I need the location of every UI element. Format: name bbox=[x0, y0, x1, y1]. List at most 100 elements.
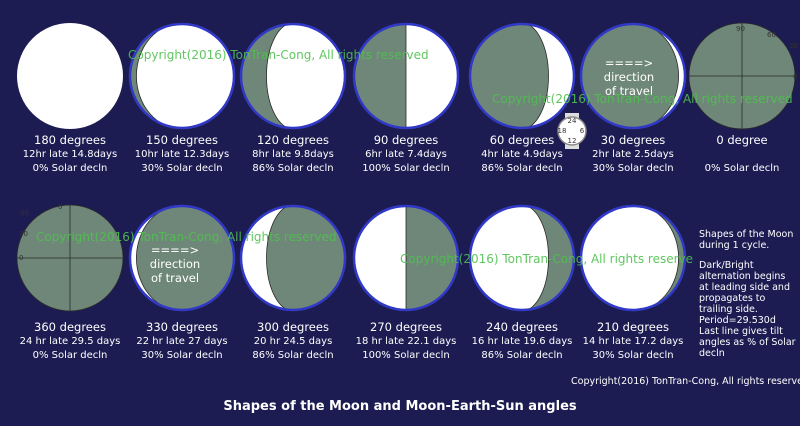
dial-label: 30 bbox=[789, 42, 798, 50]
phase-solar-decln: 30% Solar decln bbox=[141, 163, 223, 174]
phase-lateness: 10hr late 12.3days bbox=[134, 149, 230, 160]
dial-label: 0 bbox=[58, 203, 62, 211]
phase-degrees: 360 degrees bbox=[34, 320, 106, 334]
phase-solar-decln: 0% Solar decln bbox=[704, 163, 780, 174]
phase-degrees: 180 degrees bbox=[34, 133, 106, 147]
phase-degrees: 0 degree bbox=[716, 133, 768, 147]
page-title: Shapes of the Moon and Moon-Earth-Sun an… bbox=[223, 399, 577, 414]
phase-lateness: 4hr late 4.9days bbox=[481, 149, 563, 160]
side-note: Shapes of the Moon during 1 cycle. Dark/… bbox=[699, 229, 797, 359]
phase-lateness: 14 hr late 17.2 days bbox=[582, 336, 684, 347]
clock-label-6: 6 bbox=[580, 127, 585, 135]
phase-solar-decln: 30% Solar decln bbox=[592, 163, 674, 174]
dial-label: 90 bbox=[736, 25, 745, 33]
phase-lateness: 20 hr 24.5 days bbox=[253, 336, 333, 347]
phase-degrees: 60 degrees bbox=[489, 133, 555, 147]
moon-rim bbox=[579, 204, 687, 312]
moon-rim bbox=[468, 204, 576, 312]
phase-lateness: 12hr late 14.8days bbox=[22, 149, 118, 160]
moon-rim bbox=[128, 22, 236, 130]
phase-solar-decln: 86% Solar decln bbox=[481, 163, 563, 174]
side-note-title: Shapes of the Moon during 1 cycle. bbox=[699, 229, 794, 251]
clock-strap-bottom bbox=[565, 144, 579, 149]
moon-disk bbox=[580, 205, 686, 311]
phase-degrees: 120 degrees bbox=[257, 133, 329, 147]
watermark-3: Copyright(2016) TonTran-Cong, All rights… bbox=[36, 230, 337, 244]
moon-disk bbox=[129, 23, 235, 129]
phase-lateness: 24 hr late 29.5 days bbox=[19, 336, 121, 347]
phase-degrees: 240 degrees bbox=[486, 320, 558, 334]
dial-label: 00 bbox=[20, 209, 29, 217]
watermark-1: Copyright(2016) TonTran-Cong, All rights… bbox=[128, 48, 429, 62]
moon-disk bbox=[17, 23, 123, 129]
moon-rim bbox=[239, 204, 347, 312]
travel-line2: of travel bbox=[604, 84, 654, 98]
phase-lateness: 6hr late 7.4days bbox=[365, 149, 447, 160]
dial-label: 60 bbox=[767, 31, 776, 39]
phase-solar-decln: 86% Solar decln bbox=[252, 163, 334, 174]
phase-caption: 150 degrees 10hr late 12.3days 30% Solar d… bbox=[112, 133, 252, 176]
phase-solar-decln: 30% Solar decln bbox=[141, 350, 223, 361]
phase-degrees: 210 degrees bbox=[597, 320, 669, 334]
clock-label-24: 24 bbox=[568, 117, 577, 125]
moon-rim bbox=[128, 204, 236, 312]
phase-caption: 330 degrees 22 hr late 27 days 30% Solar d… bbox=[112, 320, 252, 363]
phase-lateness: 22 hr late 27 days bbox=[136, 336, 228, 347]
moon-rim bbox=[468, 22, 576, 130]
phase-lateness: 18 hr late 22.1 days bbox=[355, 336, 457, 347]
moon-rim bbox=[352, 204, 460, 312]
dial-label: 0 bbox=[793, 73, 797, 81]
phase-solar-decln: 86% Solar decln bbox=[481, 350, 563, 361]
phase-solar-decln: 30% Solar decln bbox=[592, 350, 674, 361]
travel-line1: direction bbox=[603, 70, 655, 84]
phase-solar-decln: 86% Solar decln bbox=[252, 350, 334, 361]
dial-label: 30 bbox=[19, 230, 28, 238]
phase-lateness: 2hr late 2.5days bbox=[592, 149, 674, 160]
travel-line1: direction bbox=[149, 257, 201, 271]
side-note-body: Dark/Bright alternation begins at leadin… bbox=[699, 260, 796, 359]
phase-caption: 120 degrees 8hr late 9.8days 86% Solar dec… bbox=[223, 133, 363, 176]
dial-label: 0 bbox=[19, 254, 23, 262]
moon-rim bbox=[579, 22, 687, 130]
watermark-4: Copyright(2016) TonTran-Cong, All rights… bbox=[400, 252, 694, 266]
phase-caption: 90 degrees 6hr late 7.4days 100% Solar dec… bbox=[336, 133, 476, 176]
phase-degrees: 300 degrees bbox=[257, 320, 329, 334]
phase-caption: 30 degrees 2hr late 2.5days 30% Solar decl… bbox=[563, 133, 703, 176]
phase-degrees: 270 degrees bbox=[370, 320, 442, 334]
direction-of-travel-bottom: ====> direction of travel bbox=[130, 243, 220, 285]
phase-degrees: 330 degrees bbox=[146, 320, 218, 334]
travel-arrow: ====> bbox=[604, 56, 654, 70]
clock-strap-top bbox=[565, 113, 579, 118]
phase-caption: 270 degrees 18 hr late 22.1 days 100% Sola… bbox=[336, 320, 476, 363]
phase-solar-decln: 100% Solar decln bbox=[362, 350, 450, 361]
clock-label-12: 12 bbox=[568, 137, 577, 145]
phase-caption: 180 degrees 12hr late 14.8days 0% Solar de… bbox=[0, 133, 140, 176]
phase-solar-decln: 100% Solar decln bbox=[362, 163, 450, 174]
phase-lateness: 8hr late 9.8days bbox=[252, 149, 334, 160]
clock-dial: 24 18 6 12 bbox=[557, 113, 587, 149]
phase-solar-decln: 0% Solar decln bbox=[32, 350, 108, 361]
phase-caption: 0 degree 0% Solar decln bbox=[672, 133, 800, 176]
phase-degrees: 30 degrees bbox=[600, 133, 666, 147]
travel-line2: of travel bbox=[150, 271, 200, 285]
phase-caption: 210 degrees 14 hr late 17.2 days 30% Solar… bbox=[563, 320, 703, 363]
phase-degrees: 150 degrees bbox=[146, 133, 218, 147]
phase-caption: 60 degrees 4hr late 4.9days 86% Solar decl… bbox=[452, 133, 592, 176]
phase-caption: 300 degrees 20 hr 24.5 days 86% Solar decl… bbox=[223, 320, 363, 363]
phase-lateness: 16 hr late 19.6 days bbox=[471, 336, 573, 347]
direction-of-travel-top: ====> direction of travel bbox=[584, 56, 674, 98]
